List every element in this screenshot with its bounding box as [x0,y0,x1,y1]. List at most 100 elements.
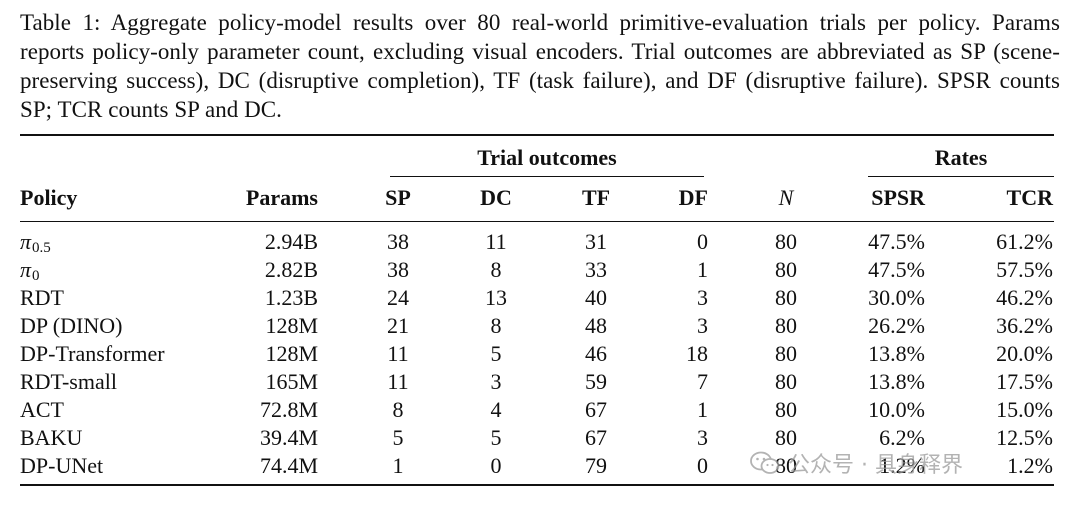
column-header-tcr: TCR [1006,185,1053,210]
cell-params: 2.82B [264,257,318,282]
cell-df: 0 [697,453,708,478]
cell-n: 80 [775,453,797,478]
cell-sp: 24 [387,285,409,310]
cell-tf: 31 [585,229,607,254]
cell-policy: DP-UNet [20,452,103,480]
cell-policy: ACT [20,396,64,424]
cell-tcr: 20.0% [996,341,1053,366]
cell-tcr: 17.5% [996,369,1053,394]
cell-params: 2.94B [264,229,318,254]
cell-dc: 3 [490,369,502,394]
cell-policy: π0.5 [20,228,51,262]
group-rule-rates [868,176,1054,177]
cell-params: 1.23B [264,285,318,310]
cell-params: 165M [265,369,318,394]
cell-params: 128M [265,341,318,366]
cell-df: 7 [697,369,708,394]
cell-spsr: 47.5% [868,229,925,254]
cell-n: 80 [775,257,797,282]
table-bottom-rule [20,484,1054,486]
cell-spsr: 1.2% [879,453,925,478]
cell-tcr: 57.5% [996,257,1053,282]
cell-n: 80 [775,285,797,310]
cell-policy: BAKU [20,424,82,452]
cell-dc: 4 [490,397,502,422]
policy-name: π [20,257,32,282]
column-header-spsr: SPSR [871,185,925,210]
cell-sp: 11 [387,369,409,394]
cell-spsr: 47.5% [868,257,925,282]
cell-dc: 13 [485,285,507,310]
cell-n: 80 [775,229,797,254]
group-rule-trial-outcomes [390,176,704,177]
policy-subscript: 0.5 [32,240,51,256]
cell-df: 3 [697,425,708,450]
policy-subscript: 0 [32,268,40,284]
policy-name: RDT-small [20,369,117,394]
cell-n: 80 [775,369,797,394]
column-header-sp: SP [385,185,411,210]
cell-tf: 40 [585,285,607,310]
cell-sp: 8 [392,397,404,422]
cell-tcr: 61.2% [996,229,1053,254]
cell-df: 3 [697,313,708,338]
cell-tf: 33 [585,257,607,282]
cell-tf: 46 [585,341,607,366]
column-header-n: N [778,185,794,210]
cell-tcr: 46.2% [996,285,1053,310]
cell-tf: 79 [585,453,607,478]
cell-params: 39.4M [259,425,318,450]
cell-policy: π0 [20,256,40,290]
cell-dc: 5 [490,341,502,366]
cell-sp: 38 [387,229,409,254]
cell-spsr: 26.2% [868,313,925,338]
column-header-tf: TF [581,185,611,210]
cell-tcr: 36.2% [996,313,1053,338]
policy-name: ACT [20,397,64,422]
cell-df: 1 [697,257,708,282]
cell-dc: 8 [490,257,502,282]
policy-name: DP (DINO) [20,313,123,338]
cell-n: 80 [775,397,797,422]
policy-name: RDT [20,285,64,310]
policy-name: π [20,229,32,254]
cell-n: 80 [775,341,797,366]
cell-sp: 1 [392,453,404,478]
group-header-rates: Rates [934,145,988,170]
cell-policy: DP-Transformer [20,340,165,368]
policy-name: DP-UNet [20,453,104,478]
table-caption: Table 1: Aggregate policy-model results … [20,10,1060,122]
policy-name: DP-Transformer [20,341,165,366]
policy-name: BAKU [20,425,83,450]
cell-df: 1 [697,397,708,422]
table-top-rule [20,134,1054,136]
cell-spsr: 6.2% [879,425,925,450]
cell-tcr: 12.5% [996,425,1053,450]
cell-sp: 38 [387,257,409,282]
cell-tcr: 1.2% [1007,453,1053,478]
cell-params: 72.8M [259,397,318,422]
cell-tcr: 15.0% [996,397,1053,422]
group-header-trial-outcomes: Trial outcomes [477,145,617,170]
table-header-rule [20,221,1054,222]
cell-df: 18 [686,341,708,366]
cell-tf: 59 [585,369,607,394]
cell-tf: 67 [585,425,607,450]
cell-tf: 48 [585,313,607,338]
cell-dc: 8 [490,313,502,338]
cell-spsr: 30.0% [868,285,925,310]
cell-policy: DP (DINO) [20,312,122,340]
cell-params: 128M [265,313,318,338]
cell-dc: 11 [485,229,507,254]
cell-df: 3 [697,285,708,310]
cell-policy: RDT-small [20,368,117,396]
cell-dc: 0 [490,453,502,478]
cell-n: 80 [775,313,797,338]
cell-sp: 11 [387,341,409,366]
cell-spsr: 13.8% [868,341,925,366]
cell-spsr: 13.8% [868,369,925,394]
cell-df: 0 [697,229,708,254]
cell-policy: RDT [20,284,64,312]
cell-tf: 67 [585,397,607,422]
cell-spsr: 10.0% [868,397,925,422]
